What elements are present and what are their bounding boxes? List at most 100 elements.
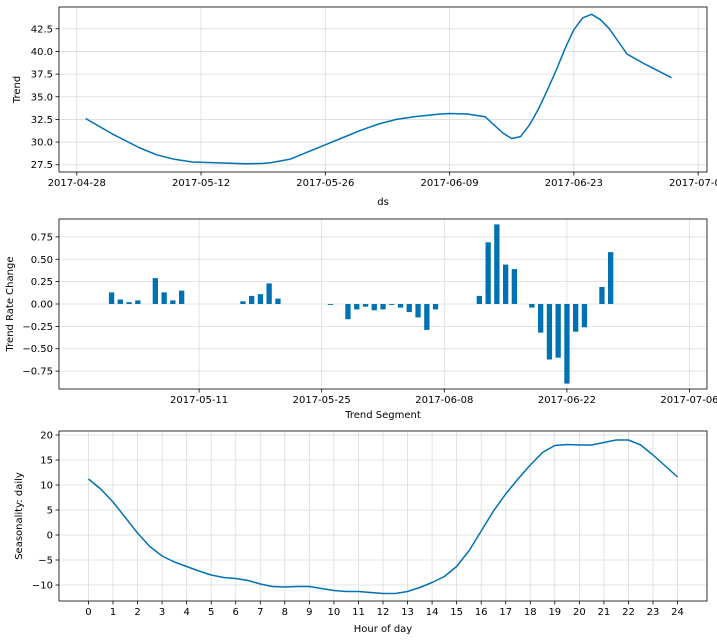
trend-y-tick-label: 30.0: [31, 138, 53, 149]
trend-y-tick-label: 40.0: [31, 47, 53, 58]
seasonality-x-tick-label: 9: [306, 607, 312, 618]
trend-x-ticks: 2017-04-28 2017-05-12 2017-05-26 2017-06-09…: [48, 172, 717, 189]
trend-rate-bar: [599, 287, 605, 304]
seasonality-y-tick-label: 15: [40, 456, 53, 467]
trend-rate-bar: [161, 292, 167, 304]
trend-rate-y-axis-label: Trend Rate Change: [5, 257, 16, 353]
trend-grid: [59, 7, 707, 172]
trend-line: [85, 13, 672, 165]
seasonality-x-tick-label: 22: [622, 607, 635, 618]
trend-rate-bar: [380, 304, 386, 310]
trend-rate-bar: [362, 304, 369, 307]
trend-y-tick-label: 32.5: [31, 115, 53, 126]
trend-rate-bar: [126, 302, 132, 304]
seasonality-x-tick-label: 20: [573, 607, 586, 618]
trend-rate-x-tick-label: 2017-05-25: [293, 395, 351, 406]
trend-rate-y-tick-label: 0.00: [31, 300, 53, 311]
trend-rate-bar: [275, 298, 281, 304]
trend-rate-bar: [389, 304, 395, 305]
trend-rate-bar: [345, 304, 351, 320]
trend-rate-y-tick-label: 0.50: [31, 255, 53, 266]
trend-x-tick-label: 2017-04-28: [48, 178, 106, 189]
seasonality-x-tick-label: 8: [282, 607, 288, 618]
trend-rate-x-tick-label: 2017-07-06: [660, 395, 717, 406]
trend-rate-bar: [406, 304, 412, 313]
trend-rate-bar: [546, 304, 553, 360]
seasonality-y-tick-label: 0: [47, 531, 53, 542]
trend-rate-bar: [485, 242, 491, 304]
trend-rate-y-tick-label: −0.75: [22, 367, 53, 378]
trend-y-axis-label: Trend: [12, 76, 23, 104]
trend-rate-bar: [432, 304, 439, 310]
seasonality-x-tick-label: 11: [352, 607, 365, 618]
trend-rate-bar: [170, 300, 176, 304]
trend-rate-x-tick-label: 2017-06-08: [415, 395, 473, 406]
seasonality-x-tick-label: 3: [159, 607, 165, 618]
trend-rate-y-tick-label: −0.25: [22, 322, 53, 333]
seasonality-grid: [59, 431, 707, 601]
trend-rate-bar: [538, 304, 544, 333]
trend-rate-bar: [257, 294, 264, 304]
seasonality-y-tick-label: 5: [47, 506, 53, 517]
trend-rate-bar: [371, 304, 377, 311]
trend-rate-bar: [415, 304, 421, 318]
trend-rate-bar: [573, 304, 579, 332]
trend-rate-x-tick-label: 2017-05-11: [170, 395, 228, 406]
seasonality-x-tick-label: 17: [499, 607, 512, 618]
trend-y-tick-label: 35.0: [31, 92, 53, 103]
seasonality-x-tick-label: 14: [426, 607, 439, 618]
seasonality-panel: 0 1 2 3 4 5 6 7 8 9 10 11 12 13 14 15 16 17 18 19 20 21 22 23 24…: [14, 431, 708, 635]
seasonality-x-tick-label: 23: [647, 607, 660, 618]
trend-rate-bar: [249, 295, 255, 304]
trend-rate-bar: [354, 304, 360, 310]
trend-rate-x-tick-label: 2017-06-22: [538, 395, 596, 406]
trend-rate-bar: [179, 290, 185, 304]
trend-rate-y-tick-label: 0.25: [31, 277, 53, 288]
trend-rate-bar: [581, 304, 588, 328]
trend-y-tick-label: 42.5: [31, 24, 53, 35]
trend-rate-bar: [152, 278, 158, 304]
seasonality-x-tick-label: 7: [257, 607, 263, 618]
seasonality-x-tick-label: 4: [183, 607, 189, 618]
trend-y-tick-label: 27.5: [31, 160, 53, 171]
trend-rate-y-ticks: −0.75 −0.50 −0.25 0.00 0.25 0.50 0.75: [22, 232, 59, 378]
trend-rate-bar: [240, 301, 246, 304]
seasonality-x-tick-label: 16: [475, 607, 488, 618]
seasonality-x-tick-label: 2: [134, 607, 140, 618]
seasonality-y-ticks: −10 −5 0 5 10 15 20: [32, 431, 59, 592]
seasonality-y-axis-label: Seasonality: daily: [14, 472, 25, 560]
seasonality-x-tick-label: 5: [208, 607, 214, 618]
seasonality-x-tick-label: 15: [450, 607, 463, 618]
seasonality-x-tick-label: 21: [598, 607, 611, 618]
trend-rate-bar: [117, 299, 123, 304]
seasonality-series: [88, 439, 679, 595]
trend-rate-bar: [503, 264, 509, 304]
seasonality-x-axis-label: Hour of day: [354, 624, 413, 635]
trend-rate-bar: [424, 304, 430, 330]
trend-rate-panel: 2017-05-11 2017-05-25 2017-06-08 2017-06-22…: [5, 218, 717, 421]
trend-plot-area: [58, 6, 708, 173]
trend-x-tick-label: 2017-06-09: [421, 178, 479, 189]
trend-rate-bar: [327, 304, 334, 305]
seasonality-y-tick-label: −5: [38, 556, 53, 567]
trend-y-tick-label: 37.5: [31, 70, 53, 81]
seasonality-x-tick-label: 24: [671, 607, 684, 618]
seasonality-x-tick-label: 1: [110, 607, 116, 618]
trend-rate-bar: [511, 269, 517, 304]
trend-y-ticks: 27.5 30.0 32.5 35.0 37.5 40.0 42.5: [31, 24, 59, 171]
trend-rate-bar: [476, 295, 482, 304]
seasonality-x-tick-label: 19: [548, 607, 561, 618]
trend-rate-bars: [108, 224, 614, 384]
trend-rate-bar: [529, 304, 535, 308]
seasonality-y-tick-label: −10: [32, 581, 53, 592]
trend-rate-bar: [494, 224, 500, 304]
seasonality-x-tick-label: 18: [524, 607, 537, 618]
trend-rate-bar: [564, 304, 570, 384]
trend-x-axis-label: ds: [377, 197, 389, 208]
trend-rate-y-tick-label: 0.75: [31, 232, 53, 243]
trend-x-tick-label: 2017-07-07: [669, 178, 717, 189]
trend-rate-bar: [397, 304, 404, 308]
trend-x-tick-label: 2017-05-12: [172, 178, 230, 189]
trend-panel: 2017-04-28 2017-05-12 2017-05-26 2017-06-09…: [12, 6, 717, 208]
